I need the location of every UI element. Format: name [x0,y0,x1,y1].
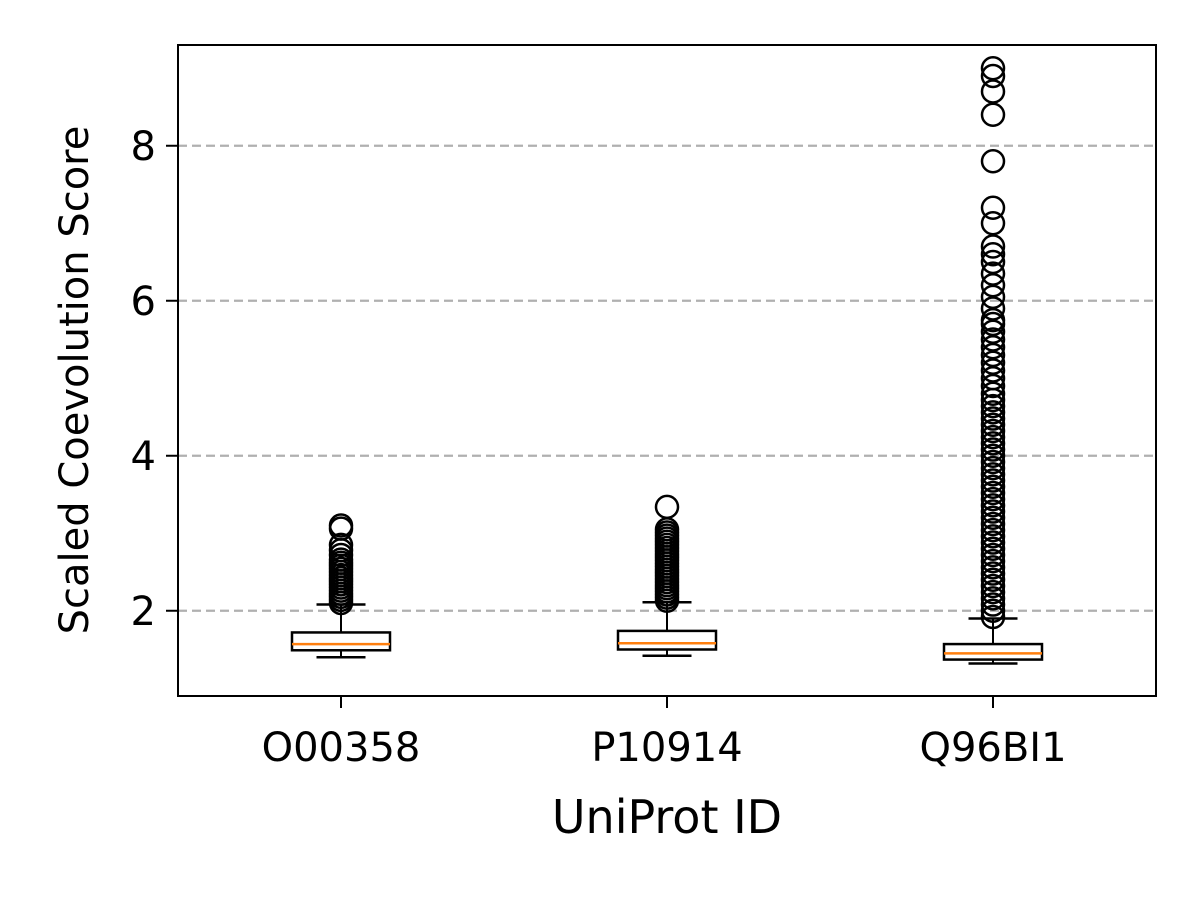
outlier-point [980,195,1006,220]
outlier-point [980,598,1006,623]
outlier-point [980,261,1006,286]
outlier-point [980,586,1006,611]
outlier-point [980,249,1006,275]
outlier-point [980,517,1006,543]
outlier-point [980,579,1006,605]
outlier-point [980,536,1006,561]
outlier-point [980,149,1006,174]
outlier-point [980,327,1006,352]
y-tick-label: 8 [131,124,156,170]
outlier-point [980,462,1006,487]
outlier-point [980,530,1006,555]
x-axis-title: UniProt ID [552,790,782,844]
outlier-point [980,468,1006,493]
outlier-point [980,486,1006,512]
outlier-point [980,511,1006,537]
outlier-point [980,573,1006,599]
outlier-point [980,393,1006,419]
y-tick-label: 6 [131,279,156,325]
box-iqr [290,631,392,652]
outlier-point [328,513,354,538]
box-iqr [942,642,1044,661]
outlier-point [980,555,1006,580]
outlier-point [980,406,1006,431]
outlier-point [980,493,1006,518]
outlier-point [980,567,1006,592]
outlier-point [980,499,1006,524]
outlier-point [980,480,1006,506]
outlier-point [980,63,1006,89]
box-group [290,513,392,659]
y-tick-label: 4 [131,434,156,480]
y-axis-ticks: 2 4 6 8 [131,124,178,635]
outlier-point [980,561,1006,586]
outlier-point [980,548,1006,574]
box-group [942,56,1044,665]
box-group [616,494,718,657]
outlier-point [980,443,1006,468]
outlier-point [980,449,1006,475]
outlier-point [980,412,1006,437]
outlier-point [980,418,1006,444]
outlier-point [980,424,1006,450]
x-tick-label: Q96BI1 [919,725,1066,771]
x-axis-ticks: O00358 P10914 Q96BI1 [262,696,1067,771]
outlier-point [980,604,1006,630]
outlier-point [980,437,1006,462]
outlier-point [328,532,354,558]
y-tick-label: 2 [131,589,156,635]
outlier-point [980,524,1006,549]
outlier-point [980,400,1006,425]
outlier-point [980,431,1006,456]
x-tick-label: O00358 [262,725,421,771]
box-iqr [616,629,718,651]
outlier-point [980,56,1006,81]
outlier-point [980,505,1006,530]
y-axis-title: Scaled Coevolution Score [52,126,98,635]
outlier-point [980,542,1006,568]
outlier-point [980,592,1006,617]
outlier-point [980,242,1006,267]
outlier-point [980,102,1006,127]
outlier-point [980,211,1006,236]
outlier-point [980,455,1006,481]
plot-area [290,56,1044,665]
outlier-point [980,474,1006,499]
outlier-point [654,494,680,520]
x-tick-label: P10914 [591,725,742,771]
